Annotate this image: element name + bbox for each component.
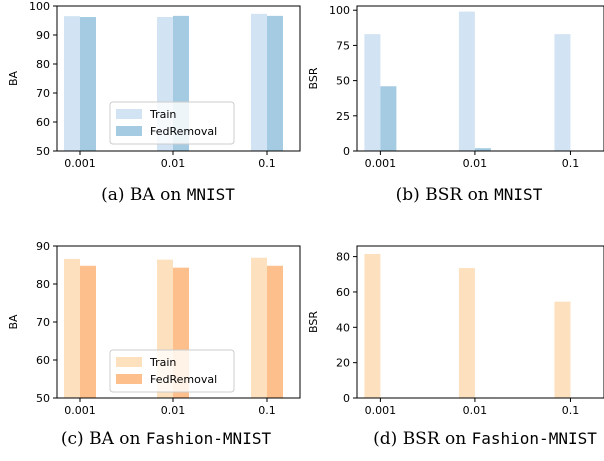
x-tick-label: 0.1 (258, 157, 276, 170)
subfigure-caption: (d) BSR on Fashion-MNIST (373, 429, 597, 449)
plot-frame (56, 5, 301, 152)
x-tick-label: 0.1 (562, 404, 580, 417)
bar-fedremoval-0.01 (474, 148, 491, 151)
y-axis-label: BSR (307, 67, 320, 89)
y-tick-label: 80 (336, 251, 350, 264)
y-tick-label: 40 (336, 321, 350, 334)
bar-train-0.001 (364, 253, 381, 398)
bar-fedremoval-0.001 (380, 86, 397, 151)
bar-train-0.1 (554, 34, 571, 152)
legend-label-train: Train (149, 108, 176, 121)
bar-fedremoval-0.1 (267, 265, 283, 398)
bar-fedremoval-0.1 (267, 15, 283, 151)
y-tick-label: 20 (336, 357, 350, 370)
y-tick-label: 100 (329, 4, 350, 17)
caption-prefix: (a) BA on (101, 185, 187, 205)
y-axis-label: BA (7, 70, 20, 86)
caption-dataset: MNIST (187, 185, 236, 204)
caption-prefix: (b) BSR on (396, 185, 494, 205)
caption-prefix: (d) BSR on (373, 429, 471, 449)
x-tick-label: 0.001 (365, 157, 397, 170)
x-tick-label: 0.01 (161, 157, 186, 170)
y-tick-label: 60 (336, 286, 350, 299)
bar-train-0.1 (554, 301, 571, 398)
caption-dataset: Fashion-MNIST (472, 429, 598, 448)
x-tick-label: 0.01 (463, 157, 488, 170)
caption-prefix: (c) BA on (61, 429, 146, 449)
bar-train-0.001 (364, 34, 381, 152)
legend-swatch-train (116, 109, 142, 119)
x-tick-label: 0.01 (161, 404, 186, 417)
plot-frame (356, 245, 604, 399)
y-tick-label: 60 (36, 116, 50, 129)
bar-train-0.1 (251, 13, 267, 151)
y-tick-label: 90 (36, 29, 50, 42)
subfigure-caption: (c) BA on Fashion-MNIST (61, 429, 272, 449)
bar-train-0.001 (64, 258, 80, 398)
legend-label-train: Train (149, 356, 176, 369)
chart-a: 50 60 70 80 90 100 0.001 0.01 0.1 BA Train FedRemov… (7, 0, 301, 205)
legend-label-fedremoval: FedRemoval (150, 373, 217, 386)
x-tick-label: 0.01 (463, 404, 488, 417)
bar-train-0.01 (458, 11, 475, 151)
bar-fedremoval-0.001 (80, 17, 96, 151)
y-tick-label: 80 (36, 58, 50, 71)
bar-train-0.001 (64, 16, 80, 152)
x-tick-label: 0.001 (64, 157, 96, 170)
legend-swatch-fedremoval (116, 374, 142, 384)
chart-c: 50 60 70 80 90 0.001 0.01 0.1 BA Train FedRemoval (… (7, 240, 301, 449)
y-tick-label: 70 (36, 316, 50, 329)
y-tick-label: 50 (36, 392, 50, 405)
y-tick-label: 50 (336, 75, 350, 88)
legend: Train FedRemoval (109, 101, 235, 145)
x-tick-label: 0.1 (258, 404, 276, 417)
legend-label-fedremoval: FedRemoval (150, 125, 217, 138)
plot-frame (356, 5, 604, 152)
chart-d: 0 20 40 60 80 0.001 0.01 0.1 BSR (d) BSR on Fashi… (307, 245, 604, 449)
caption-dataset: Fashion-MNIST (146, 429, 272, 448)
x-tick-label: 0.1 (562, 157, 580, 170)
x-tick-label: 0.001 (64, 404, 96, 417)
bar-train-0.1 (251, 257, 267, 398)
y-axis-label: BSR (307, 311, 320, 333)
caption-dataset: MNIST (494, 185, 543, 204)
y-tick-label: 50 (36, 145, 50, 158)
y-tick-label: 0 (343, 145, 350, 158)
y-tick-label: 0 (343, 392, 350, 405)
y-tick-label: 100 (29, 0, 50, 13)
y-axis-label: BA (7, 314, 20, 330)
subfigure-caption: (b) BSR on MNIST (396, 185, 543, 205)
legend-swatch-fedremoval (116, 126, 142, 136)
y-tick-label: 70 (36, 87, 50, 100)
bar-train-0.01 (458, 268, 475, 398)
x-tick-label: 0.001 (365, 404, 397, 417)
y-tick-label: 60 (36, 354, 50, 367)
chart-b: 0 25 50 75 100 0.001 0.01 0.1 BSR (b) BSR on MNIS… (307, 4, 604, 205)
y-tick-label: 75 (336, 39, 350, 52)
y-tick-label: 90 (36, 240, 50, 253)
y-tick-label: 80 (36, 278, 50, 291)
y-tick-label: 25 (336, 110, 350, 123)
legend: Train FedRemoval (109, 349, 235, 393)
bar-fedremoval-0.001 (80, 265, 96, 398)
subfigure-caption: (a) BA on MNIST (101, 185, 235, 205)
legend-swatch-train (116, 357, 142, 367)
